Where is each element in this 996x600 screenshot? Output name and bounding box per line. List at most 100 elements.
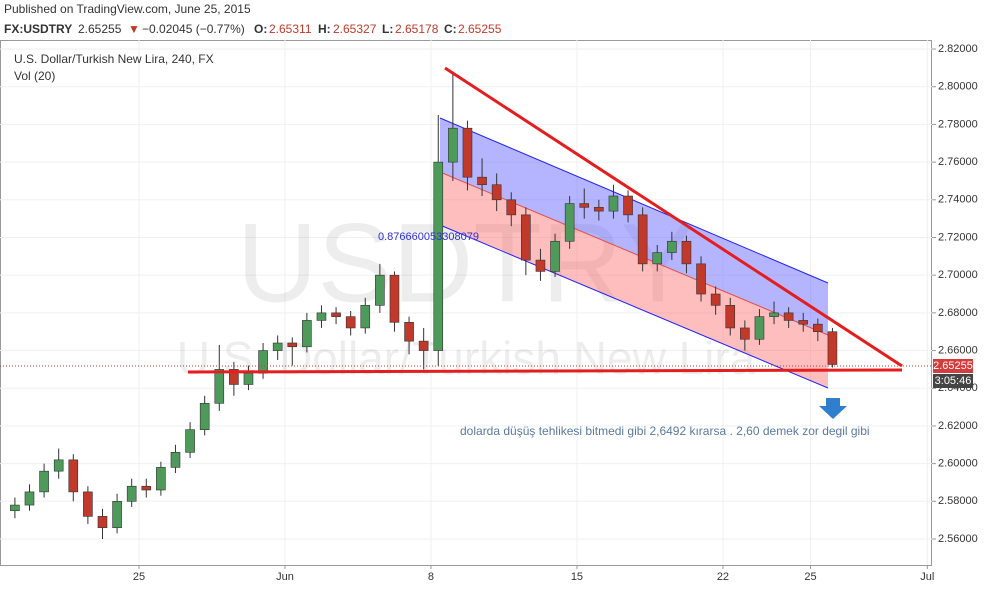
candle-body — [39, 470, 49, 493]
candle-body — [156, 467, 166, 491]
y-tick-label: 2.58000 — [938, 495, 978, 507]
candle-body — [798, 320, 809, 325]
candle-body — [710, 293, 721, 306]
symbol: FX:USDTRY — [4, 22, 72, 36]
ohlc-value: 2.65178 — [395, 22, 439, 36]
candle-body — [243, 372, 254, 385]
price-label: 2.65255 — [933, 360, 973, 372]
candle-body — [418, 340, 429, 351]
candle-body — [506, 199, 517, 216]
candle-body — [199, 403, 210, 430]
candle-body — [10, 504, 20, 512]
candle-body — [24, 491, 35, 506]
x-tick-label: 25 — [804, 571, 816, 583]
ohlc-value: 2.65327 — [333, 22, 377, 36]
comment: dolarda düşüş tehlikesi bitmedi gibi 2,6… — [460, 424, 870, 438]
channel — [439, 117, 829, 389]
ohlc-label: L: — [382, 22, 393, 36]
candle-body — [652, 252, 663, 265]
candle-body — [550, 240, 560, 272]
channel-line — [439, 224, 829, 389]
countdown: 3:05:46 — [935, 375, 972, 387]
candle-body — [112, 501, 122, 528]
candle-body — [360, 305, 371, 329]
candle-body — [521, 214, 531, 261]
candle-body — [740, 327, 750, 340]
candle-body — [272, 342, 283, 351]
x-tick-label: 22 — [717, 571, 729, 583]
x-tick-label: 8 — [428, 571, 434, 583]
candle-body — [491, 184, 502, 201]
candle-body — [433, 161, 444, 351]
chart-title: U.S. Dollar/Turkish New Lira, 240, FX — [14, 52, 214, 66]
candle-body — [404, 321, 414, 342]
down-arrow — [819, 398, 847, 419]
candle-body — [83, 491, 93, 517]
candle-body — [345, 316, 356, 329]
price-label-box — [933, 359, 973, 373]
y-tick-label: 2.80000 — [938, 81, 978, 93]
ohlc-value: 2.65255 — [458, 22, 502, 36]
candle-body — [389, 274, 400, 323]
y-tick-label: 2.78000 — [938, 118, 978, 130]
candle-body — [623, 195, 633, 216]
candle-body — [331, 312, 341, 317]
candle-body — [594, 207, 604, 212]
last-price: 2.65255 — [78, 22, 122, 36]
watermark-subtitle: U.S. Dollar/Turkish New Lira — [177, 332, 756, 384]
candle-body — [229, 369, 239, 385]
channel-midline — [439, 171, 829, 336]
candle-body — [68, 459, 79, 493]
x-tick-label: 15 — [571, 571, 583, 583]
ohlc-label: O: — [254, 22, 267, 36]
annotation: 0.876660053308079 — [378, 231, 479, 243]
change-arrow: ▼ — [128, 22, 140, 36]
candle-body — [375, 274, 385, 306]
candle-body — [316, 312, 327, 321]
candle-body — [769, 312, 779, 317]
candle-body — [302, 320, 312, 348]
channel-line — [439, 117, 829, 284]
y-tick-label: 2.82000 — [938, 43, 978, 55]
countdown-box — [933, 374, 973, 388]
candle-body — [53, 459, 64, 472]
ohlc-value: 2.65311 — [269, 22, 312, 36]
y-tick-label: 2.66000 — [938, 344, 978, 356]
candle-body — [126, 485, 137, 502]
ohlc-label: H: — [318, 22, 331, 36]
y-tick-label: 2.62000 — [938, 420, 978, 432]
candle-body — [783, 312, 794, 321]
symbol-line: FX:USDTRY 2.65255 ▼ −0.02045 (−0.77%) O:… — [4, 22, 502, 36]
chart-subtitle: Vol (20) — [14, 69, 55, 83]
grid — [0, 40, 932, 565]
y-tick-label: 2.70000 — [938, 269, 978, 281]
candle-body — [681, 240, 692, 265]
channel-upper — [440, 118, 828, 335]
x-tick-label: Jun — [276, 571, 294, 583]
change: −0.02045 (−0.77%) — [142, 22, 245, 36]
published: Published on TradingView.com, June 25, 2… — [4, 2, 251, 16]
y-tick-label: 2.68000 — [938, 307, 978, 319]
candle-body — [141, 485, 152, 491]
candle-body — [214, 369, 225, 404]
y-tick-label: 2.76000 — [938, 156, 978, 168]
candle-body — [97, 516, 108, 528]
candles — [10, 71, 838, 539]
candle-body — [696, 263, 706, 295]
x-tick-label: Jul — [920, 571, 934, 583]
y-tick-label: 2.74000 — [938, 194, 978, 206]
plot-border — [0, 40, 932, 566]
candle-body — [287, 342, 298, 348]
candle-body — [667, 240, 677, 253]
ohlc-label: C: — [444, 22, 457, 36]
candle-body — [170, 452, 181, 468]
candle-body — [448, 127, 458, 163]
candle-body — [477, 176, 487, 186]
candle-body — [258, 350, 268, 374]
support-line — [187, 368, 903, 374]
trend-line — [444, 66, 903, 368]
candle-body — [564, 203, 575, 242]
candle-body — [462, 127, 473, 178]
